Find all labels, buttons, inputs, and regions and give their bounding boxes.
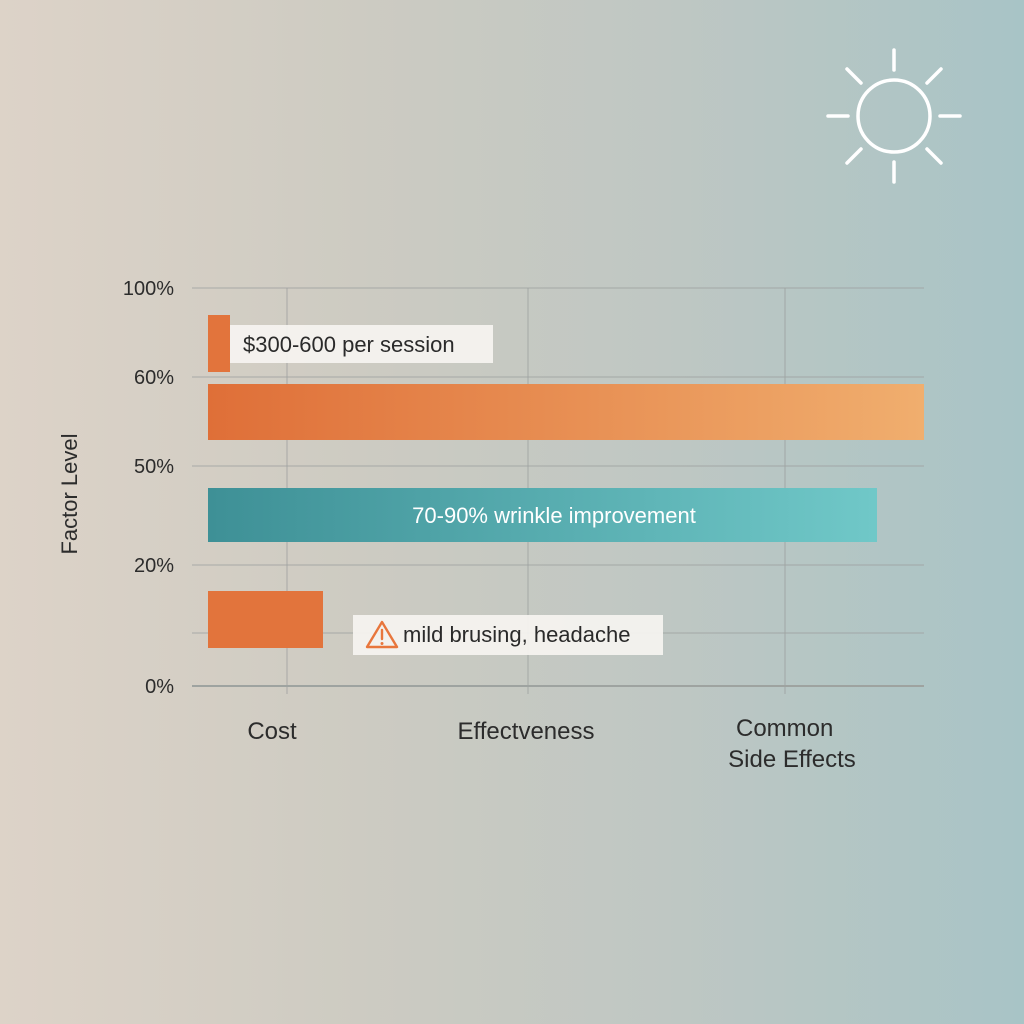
bar-cost-price xyxy=(208,315,230,372)
bar-effectiveness xyxy=(208,488,877,542)
y-tick-label: 100% xyxy=(123,278,174,300)
bar-side-effects xyxy=(208,591,323,648)
annotation-text: $300-600 per session xyxy=(243,332,455,357)
y-axis-label: Factor Level xyxy=(57,433,82,554)
y-tick-label: 50% xyxy=(134,456,174,478)
bars xyxy=(208,315,924,648)
annotation-box xyxy=(230,325,493,363)
category-label-effectiveness: Effectveness xyxy=(458,718,595,745)
annotation-cost: $300-600 per session xyxy=(230,325,493,363)
annotation-side-effects: mild brusing, headache xyxy=(353,615,663,655)
warning-triangle-icon xyxy=(365,620,399,649)
category-label-line: Side Effects xyxy=(728,746,856,773)
y-tick-label: 0% xyxy=(145,676,174,698)
y-tick-label: 20% xyxy=(134,555,174,577)
annotation-box xyxy=(353,615,663,655)
bar-cost-level xyxy=(208,384,924,440)
category-label-cost: Cost xyxy=(247,718,297,745)
category-label-side-effects: Common Side Effects xyxy=(728,715,856,773)
y-axis: 100% 60% 50% 20% 0% xyxy=(123,278,174,698)
sun-icon xyxy=(826,48,962,184)
bar-label-effectiveness: 70-90% wrinkle improvement xyxy=(412,503,696,528)
x-axis: Cost Effectveness Common Side Effects xyxy=(247,715,856,773)
category-label-line: Common xyxy=(736,715,833,742)
annotation-text: mild brusing, headache xyxy=(403,622,630,647)
y-tick-label: 60% xyxy=(134,367,174,389)
